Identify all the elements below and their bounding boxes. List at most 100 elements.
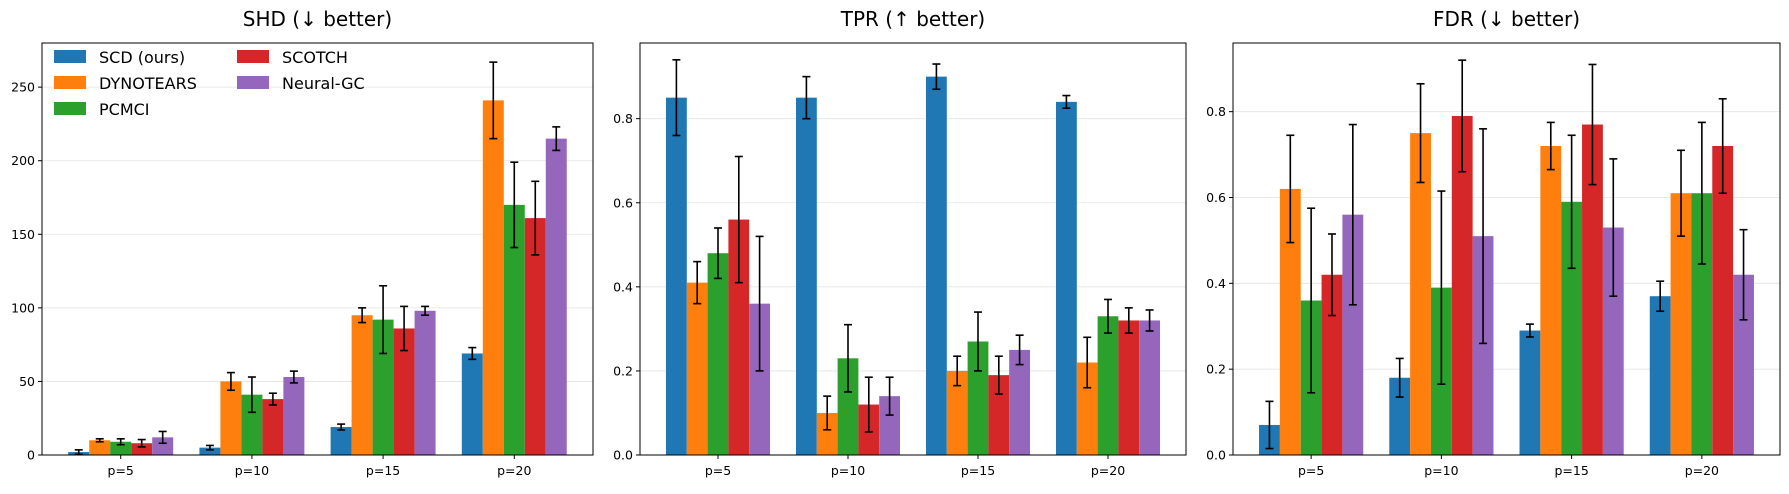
- bar-scotch-p20: [1712, 146, 1734, 455]
- y-tick-label: 0.2: [613, 363, 633, 378]
- x-tick-label: p=15: [366, 463, 400, 478]
- axes-frame: [41, 42, 594, 456]
- x-tick-label: p=10: [235, 463, 269, 478]
- legend-label: Neural-GC: [282, 74, 365, 93]
- bar-neural-gc-p10: [879, 396, 900, 455]
- y-tick-label: 250: [11, 80, 35, 95]
- x-tick-label: p=15: [1554, 463, 1588, 478]
- chart-title: FDR (↓ better): [1433, 7, 1580, 31]
- axes-frame: [639, 42, 1187, 456]
- y-tick-label: 150: [11, 227, 35, 242]
- legend-swatch: [54, 102, 86, 115]
- bar-dynotears-p10: [220, 381, 242, 455]
- bar-scd-ours-p10: [796, 97, 817, 455]
- bar-neural-gc-p20: [1733, 274, 1754, 455]
- y-tick-label: 200: [11, 153, 35, 168]
- x-tick-label: p=15: [961, 463, 995, 478]
- bar-pcmci-p15: [967, 341, 989, 455]
- bar-neural-gc-p15: [414, 310, 436, 455]
- bar-pcmci-p5: [707, 253, 729, 455]
- bar-scotch-p20: [524, 218, 546, 455]
- bar-neural-gc-p20: [545, 138, 567, 455]
- y-tick-label: 0.4: [613, 279, 633, 294]
- bar-neural-gc-p20: [1139, 320, 1160, 455]
- legend-label: PCMCI: [99, 100, 150, 119]
- legend-swatch: [54, 76, 86, 89]
- x-tick-label: p=10: [831, 463, 865, 478]
- x-tick-label: p=20: [1091, 463, 1125, 478]
- y-tick-label: 0.8: [613, 111, 633, 126]
- bar-dynotears-p15: [1540, 146, 1562, 455]
- bar-scotch-p15: [988, 375, 1010, 455]
- bar-scd-ours-p5: [666, 97, 687, 455]
- bar-pcmci-p15: [1561, 201, 1583, 455]
- bar-dynotears-p20: [1076, 362, 1098, 455]
- y-tick-label: 0: [27, 448, 35, 463]
- bar-scd-ours-p15: [926, 76, 947, 455]
- bar-neural-gc-p15: [1602, 227, 1624, 455]
- x-tick-label: p=5: [108, 463, 134, 478]
- bar-dynotears-p15: [946, 370, 968, 455]
- bar-scotch-p20: [1118, 320, 1140, 455]
- x-tick-label: p=20: [497, 463, 531, 478]
- legend-label: SCOTCH: [282, 48, 348, 67]
- bar-dynotears-p5: [89, 440, 111, 455]
- y-tick-label: 0.0: [1206, 448, 1226, 463]
- bar-scd-ours-p10: [199, 447, 221, 455]
- chart-panel-3: 0.0 0.2 0.4 0.6 0.8 p=5 p=10 p=15 p=20 FDR (↓ bet…: [1206, 7, 1781, 478]
- bar-neural-gc-p5: [152, 437, 174, 455]
- bar-neural-gc-p10: [283, 377, 305, 455]
- bar-pcmci-p20: [503, 204, 525, 455]
- y-tick-label: 0.4: [1206, 276, 1226, 291]
- bar-scotch-p5: [1321, 274, 1343, 455]
- bar-scotch-p5: [131, 443, 153, 455]
- bar-scotch-p5: [728, 219, 750, 455]
- bar-scd-ours-p20: [1649, 296, 1671, 455]
- bar-dynotears-p20: [1670, 193, 1692, 456]
- y-tick-label: 0.8: [1206, 104, 1226, 119]
- bar-pcmci-p10: [837, 358, 859, 455]
- legend-swatch: [54, 50, 86, 63]
- bar-dynotears-p20: [482, 100, 504, 455]
- bar-scd-ours-p15: [1519, 330, 1541, 455]
- legend-label: DYNOTEARS: [99, 74, 197, 93]
- x-tick-label: p=5: [1298, 463, 1324, 478]
- chart-panel-2: 0.0 0.2 0.4 0.6 0.8 p=5 p=10 p=15 p=20 TPR (↑ bet…: [613, 7, 1187, 478]
- bar-dynotears-p15: [351, 315, 373, 455]
- bar-scotch-p10: [262, 399, 284, 455]
- bar-dynotears-p5: [686, 282, 708, 455]
- bar-scotch-p15: [1582, 124, 1603, 456]
- bar-neural-gc-p10: [1472, 236, 1494, 455]
- bar-scotch-p15: [393, 328, 415, 455]
- bar-scd-ours-p15: [330, 427, 352, 455]
- legend-swatch: [237, 50, 269, 63]
- bar-dynotears-p5: [1279, 188, 1301, 455]
- legend-swatch: [237, 76, 269, 89]
- bar-scd-ours-p20: [461, 353, 483, 455]
- y-tick-label: 0.6: [613, 195, 633, 210]
- axes-frame: [1232, 42, 1781, 456]
- x-tick-label: p=10: [1424, 463, 1458, 478]
- bar-dynotears-p10: [816, 412, 838, 455]
- y-tick-label: 0.6: [1206, 190, 1226, 205]
- y-tick-label: 0.2: [1206, 362, 1226, 377]
- x-tick-label: p=20: [1685, 463, 1719, 478]
- bar-pcmci-p15: [372, 319, 394, 455]
- bar-scd-ours-p20: [1056, 101, 1077, 455]
- bar-scotch-p10: [1451, 115, 1473, 455]
- chart-panel-1: 0 50 100 150 200 250 p=5 p=10 p=15 p=20 SHD (↓ bet…: [11, 7, 594, 478]
- bar-scd-ours-p10: [1389, 377, 1411, 455]
- x-tick-label: p=5: [705, 463, 731, 478]
- bar-pcmci-p20: [1097, 316, 1119, 455]
- bar-pcmci-p5: [110, 441, 132, 455]
- legend: SCD (ours) DYNOTEARS PCMCI SCOTCH Neural-GC: [54, 48, 365, 119]
- chart-title: TPR (↑ better): [840, 7, 985, 31]
- bar-pcmci-p20: [1691, 193, 1713, 456]
- legend-label: SCD (ours): [99, 48, 185, 67]
- bar-neural-gc-p5: [1342, 214, 1364, 455]
- y-tick-label: 0.0: [613, 448, 633, 463]
- bar-neural-gc-p5: [749, 303, 770, 455]
- bar-pcmci-p10: [241, 394, 263, 455]
